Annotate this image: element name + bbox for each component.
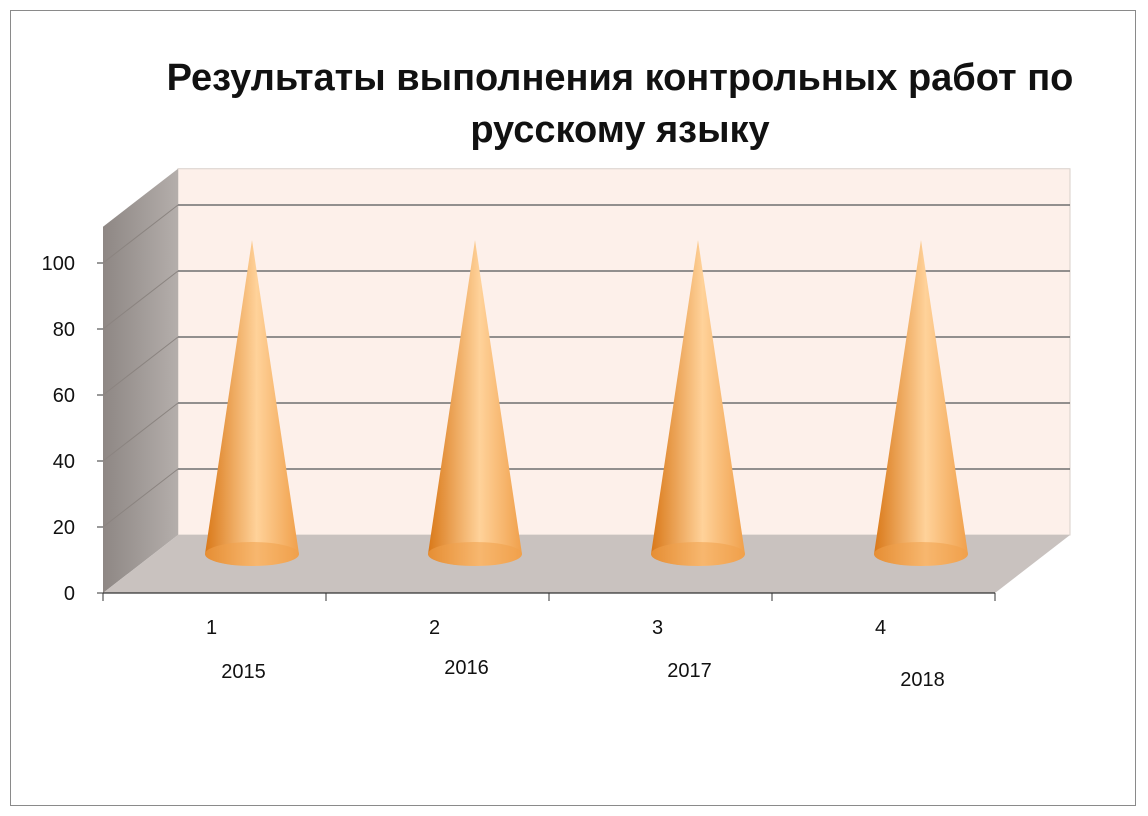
side-gridline <box>102 204 179 264</box>
cone-base <box>428 542 522 566</box>
side-wall <box>103 168 178 593</box>
x-tick-label: 2 <box>429 617 440 639</box>
floor <box>103 535 1070 593</box>
cone-base <box>651 542 745 566</box>
plot-walls <box>103 168 1071 593</box>
cone <box>205 240 299 566</box>
cone-body <box>205 240 299 566</box>
side-gridline <box>102 402 179 462</box>
x-tick-label: 1 <box>206 617 217 639</box>
cone-body <box>651 240 745 566</box>
x-year-label: 2017 <box>667 660 712 682</box>
cone <box>428 240 522 566</box>
y-tick-label: 80 <box>53 319 75 341</box>
side-gridline <box>102 336 179 396</box>
cone-body <box>874 240 968 566</box>
x-year-label: 2016 <box>444 657 489 679</box>
cones <box>205 240 968 566</box>
cone-base <box>205 542 299 566</box>
y-tick-label: 40 <box>53 451 75 473</box>
cone-base <box>874 542 968 566</box>
y-tick-label: 0 <box>64 583 75 605</box>
side-gridline <box>102 468 179 528</box>
y-tick-label: 60 <box>53 385 75 407</box>
cone <box>651 240 745 566</box>
y-tick-label: 100 <box>42 253 75 275</box>
x-tick-label: 4 <box>875 617 886 639</box>
chart-title: Результаты выполнения контрольных работ … <box>166 57 1074 151</box>
cone <box>874 240 968 566</box>
y-tick-label: 20 <box>53 517 75 539</box>
x-year-label: 2018 <box>900 669 945 691</box>
side-gridline <box>102 270 179 330</box>
x-year-label: 2015 <box>221 661 266 683</box>
cone-body <box>428 240 522 566</box>
x-tick-label: 3 <box>652 617 663 639</box>
